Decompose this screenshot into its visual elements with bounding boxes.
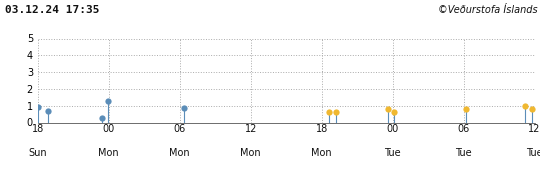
Text: Mon: Mon [240,148,261,158]
Text: 03.12.24 17:35: 03.12.24 17:35 [5,5,100,15]
Text: Tue: Tue [384,148,401,158]
Text: Mon: Mon [98,148,119,158]
Text: Tue: Tue [455,148,472,158]
Text: Mon: Mon [170,148,190,158]
Text: Mon: Mon [312,148,332,158]
Text: Tue: Tue [526,148,540,158]
Text: ©Veðurstofa Íslands: ©Veðurstofa Íslands [438,5,537,15]
Text: Sun: Sun [29,148,47,158]
